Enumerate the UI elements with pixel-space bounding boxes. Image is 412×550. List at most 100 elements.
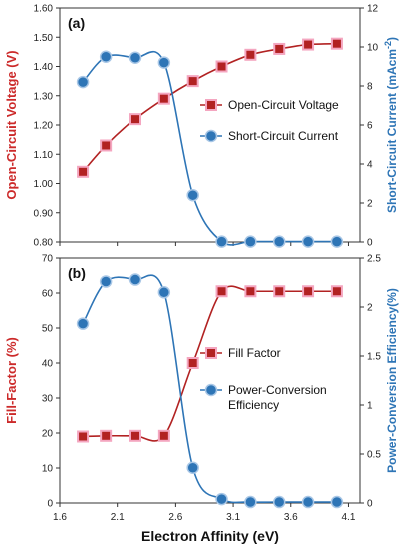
short-circuit-current-point xyxy=(272,235,286,248)
left-tick-label: 1.40 xyxy=(34,62,54,73)
power-conversion-efficiency-point xyxy=(215,492,228,506)
power-conversion-efficiency-point xyxy=(99,275,113,288)
legend-label-line: Power-Conversion xyxy=(228,383,327,397)
short-circuit-current-point xyxy=(186,188,199,202)
left-tick-label: 10 xyxy=(42,464,54,475)
open-circuit-voltage-point xyxy=(186,75,199,88)
right-axis-title-end: ) xyxy=(385,37,399,41)
fill-factor-point xyxy=(273,285,286,298)
left-tick-label: 1.30 xyxy=(34,91,54,102)
x-tick-label: 1.6 xyxy=(53,512,67,523)
x-tick-label: 3.6 xyxy=(284,512,298,523)
x-tick-label: 2.6 xyxy=(168,512,182,523)
power-conversion-efficiency-point xyxy=(157,286,171,299)
fill-factor-point xyxy=(302,285,315,298)
panel-label: (b) xyxy=(68,265,86,281)
right-axis-title-main: Short-Circuit Current (mAcm xyxy=(385,49,399,213)
fill-factor-point xyxy=(157,429,170,442)
legend-item: Fill Factor xyxy=(200,346,281,360)
right-axis-title: Short-Circuit Current (mAcm-2) xyxy=(383,37,399,213)
legend-marker xyxy=(204,383,218,397)
fill-factor-point xyxy=(186,357,199,369)
x-axis-title: Electron Affinity (eV) xyxy=(141,528,279,544)
right-axis-title-sup: -2 xyxy=(383,41,393,49)
panel-label: (a) xyxy=(68,15,85,31)
right-axis-title: Power-Conversion Efficiency(%) xyxy=(385,288,399,473)
right-axis-title-main: Power-Conversion Efficiency(%) xyxy=(385,288,399,473)
legend-item: Open-Circuit Voltage xyxy=(200,98,339,112)
short-circuit-current-point xyxy=(215,235,228,248)
power-conversion-efficiency-point xyxy=(76,317,90,330)
fill-factor-point xyxy=(330,285,343,298)
left-tick-label: 0 xyxy=(47,499,53,510)
short-circuit-current-point xyxy=(301,235,315,248)
power-conversion-efficiency-point xyxy=(186,461,199,474)
plot-frame xyxy=(59,7,361,243)
right-tick-label: 2 xyxy=(367,199,373,210)
left-tick-label: 40 xyxy=(42,359,54,370)
right-tick-label: 1.5 xyxy=(367,352,381,363)
open-circuit-voltage-point xyxy=(129,113,141,126)
open-circuit-voltage-point xyxy=(100,139,113,152)
open-circuit-voltage-point xyxy=(330,37,343,50)
legend-marker xyxy=(205,347,217,359)
open-circuit-voltage-point xyxy=(244,48,257,61)
short-circuit-current-point xyxy=(99,50,113,63)
fill-factor-point xyxy=(215,285,228,298)
x-tick-label: 3.1 xyxy=(226,512,240,523)
short-circuit-current-point xyxy=(128,51,142,64)
fill-factor-point xyxy=(244,285,257,298)
short-circuit-current-point xyxy=(330,235,344,248)
left-tick-label: 1.10 xyxy=(34,150,54,161)
x-tick-label: 2.1 xyxy=(111,512,125,523)
legend-label: Short-Circuit Current xyxy=(228,129,339,143)
plot-frame xyxy=(59,257,361,504)
open-circuit-voltage-point xyxy=(157,92,170,105)
left-tick-label: 70 xyxy=(42,254,54,265)
x-tick-label: 4.1 xyxy=(342,512,356,523)
short-circuit-current-point xyxy=(244,235,257,248)
left-tick-label: 1.00 xyxy=(34,179,54,190)
fill-factor-point xyxy=(100,429,113,442)
legend-item: Short-Circuit Current xyxy=(200,129,339,143)
right-tick-label: 2 xyxy=(367,303,373,314)
right-tick-label: 12 xyxy=(367,4,379,15)
left-tick-label: 1.60 xyxy=(34,4,54,15)
left-axis-title: Fill-Factor (%) xyxy=(4,337,19,424)
fill-factor-line xyxy=(83,285,337,442)
short-circuit-current-point xyxy=(76,75,90,89)
panel-a: (a) 0.80 0.90 1.00 1.10 1.20 1.30 1.40 1.50 1.60 0… xyxy=(4,4,399,249)
open-circuit-voltage-point xyxy=(77,165,90,178)
legend-label: Fill Factor xyxy=(228,346,281,360)
left-tick-label: 20 xyxy=(42,429,54,440)
legend-item: Power-Conversion Efficiency xyxy=(200,383,327,412)
power-conversion-efficiency-point xyxy=(244,495,257,509)
right-tick-label: 1 xyxy=(367,401,373,412)
panel-b: (b) 1.6 2.1 2.6 3.1 3.6 4.1 0 10 20 30 40 50 60 70 0 0.5… xyxy=(4,254,399,545)
left-axis-title: Open-Circuit Voltage (V) xyxy=(4,50,19,199)
left-tick-label: 30 xyxy=(42,394,54,405)
right-tick-label: 2.5 xyxy=(367,254,381,265)
legend-marker xyxy=(204,129,218,143)
left-tick-label: 1.20 xyxy=(34,121,54,132)
open-circuit-voltage-point xyxy=(273,42,286,55)
right-tick-label: 4 xyxy=(367,160,373,171)
legend-label: Open-Circuit Voltage xyxy=(228,98,339,112)
left-tick-label: 0.90 xyxy=(34,208,54,219)
left-tick-label: 50 xyxy=(42,324,54,335)
right-tick-label: 0 xyxy=(367,499,373,510)
right-tick-label: 6 xyxy=(367,121,373,132)
right-tick-label: 0 xyxy=(367,238,373,249)
power-conversion-efficiency-line xyxy=(82,274,337,504)
right-tick-label: 10 xyxy=(367,43,379,54)
power-conversion-efficiency-point xyxy=(272,495,286,509)
open-circuit-voltage-line xyxy=(82,42,337,173)
power-conversion-efficiency-point xyxy=(301,495,315,509)
fill-factor-point xyxy=(129,429,141,442)
right-tick-label: 0.5 xyxy=(367,450,381,461)
power-conversion-efficiency-point xyxy=(330,495,344,509)
left-tick-label: 1.50 xyxy=(34,33,54,44)
legend-marker xyxy=(205,99,217,111)
legend-label-line: Efficiency xyxy=(228,398,279,412)
